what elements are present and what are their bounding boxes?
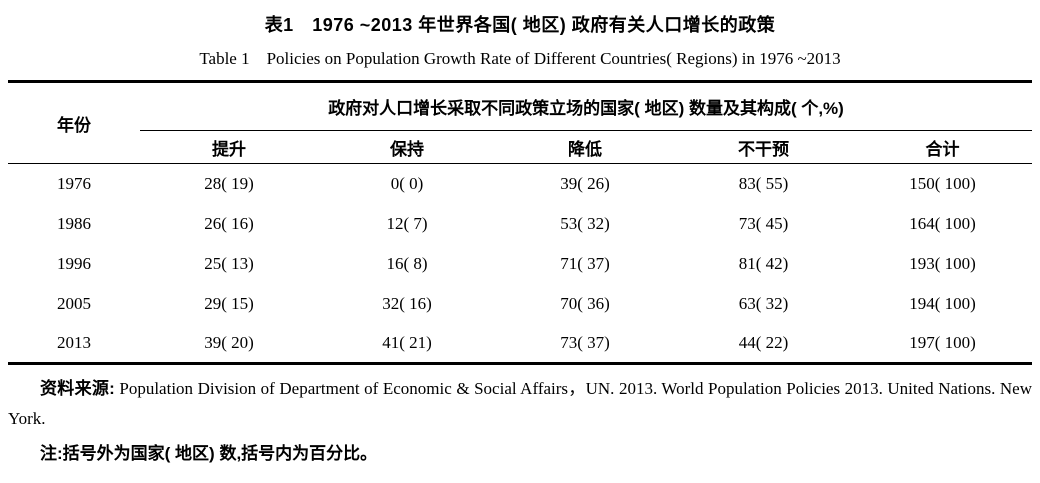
table-cell: 0( 0) (390, 173, 424, 193)
table-cell: 73( 45) (738, 213, 789, 233)
table-title-english: Table 1 Policies on Population Growth Ra… (199, 49, 841, 68)
table-cell: 81( 42) (738, 253, 789, 273)
note-label: 注: (40, 444, 63, 463)
table-cell: 193( 100) (909, 253, 976, 273)
table-row: 2005 29( 15) 32( 16) 70( 36) 63( 32) 194… (8, 284, 1032, 324)
source-label: 资料来源: (40, 379, 115, 398)
table-cell: 29( 15) (204, 293, 254, 313)
source-text: Population Division of Department of Eco… (8, 379, 1032, 428)
table-cell: 26( 16) (204, 213, 254, 233)
table-cell: 32( 16) (382, 293, 432, 313)
table-row: 2013 39( 20) 41( 21) 73( 37) 44( 22) 197… (8, 324, 1032, 364)
table-cell: 70( 36) (560, 293, 610, 313)
population-policy-table: 年份 政府对人口增长采取不同政策立场的国家( 地区) 数量及其构成( 个,%) … (8, 80, 1033, 365)
note-text: 括号外为国家( 地区) 数,括号内为百分比。 (62, 444, 378, 463)
source-line: 资料来源: Population Division of Department … (8, 374, 1032, 434)
column-header-raise: 提升 (140, 130, 318, 164)
table-title-chinese: 表1 1976 ~2013 年世界各国( 地区) 政府有关人口增长的政策 (264, 15, 776, 35)
header-row-group: 年份 政府对人口增长采取不同政策立场的国家( 地区) 数量及其构成( 个,%) (8, 81, 1033, 164)
table-footer: 资料来源: Population Division of Department … (8, 374, 1032, 468)
table-cell: 16( 8) (386, 253, 428, 273)
year-cell: 2005 (57, 293, 91, 313)
header-row-sub: 提升 保持 降低 不干预 合计 (8, 130, 1033, 164)
table-row: 1986 26( 16) 12( 7) 53( 32) 73( 45) 164(… (8, 204, 1032, 244)
group-column-header: 政府对人口增长采取不同政策立场的国家( 地区) 数量及其构成( 个,%) (140, 81, 1033, 131)
table-cell: 164( 100) (909, 213, 976, 233)
table-row: 1996 25( 13) 16( 8) 71( 37) 81( 42) 193(… (8, 244, 1032, 284)
table-cell: 39( 26) (560, 173, 610, 193)
table-cell: 44( 22) (738, 332, 789, 352)
column-header-year: 年份 (8, 81, 140, 164)
table-cell: 41( 21) (382, 332, 432, 352)
year-cell: 1976 (57, 173, 91, 193)
table-cell: 83( 55) (738, 173, 789, 193)
table-cell: 25( 13) (204, 253, 254, 273)
column-header-maintain: 保持 (318, 130, 496, 164)
year-cell: 1996 (57, 253, 91, 273)
note-line: 注:括号外为国家( 地区) 数,括号内为百分比。 (8, 440, 1032, 468)
table-cell: 73( 37) (560, 332, 610, 352)
table-cell: 63( 32) (738, 293, 789, 313)
year-cell: 2013 (57, 332, 91, 352)
table-cell: 39( 20) (204, 332, 254, 352)
table-cell: 53( 32) (560, 213, 610, 233)
column-header-lower: 降低 (496, 130, 674, 164)
table-cell: 150( 100) (909, 173, 976, 193)
table-cell: 71( 37) (560, 253, 610, 273)
paper-page: 表1 1976 ~2013 年世界各国( 地区) 政府有关人口增长的政策 Tab… (0, 11, 1040, 468)
column-header-no-intervention: 不干预 (674, 130, 853, 164)
column-header-total: 合计 (853, 130, 1033, 164)
table-row: 1976 28( 19) 0( 0) 39( 26) 83( 55) 150( … (8, 164, 1032, 204)
table-cell: 28( 19) (204, 173, 254, 193)
year-cell: 1986 (57, 213, 91, 233)
table-cell: 197( 100) (909, 332, 976, 352)
table-cell: 194( 100) (909, 293, 976, 313)
table-cell: 12( 7) (386, 213, 428, 233)
